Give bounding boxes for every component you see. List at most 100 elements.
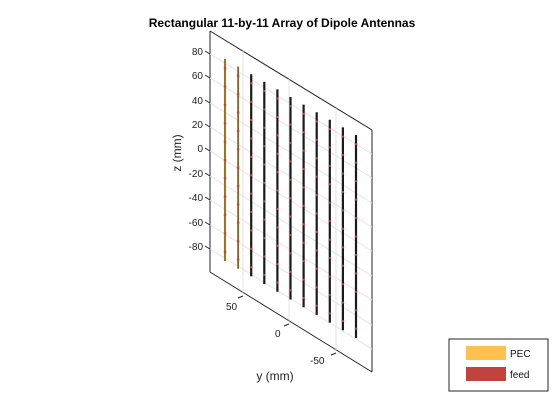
feed-point <box>223 195 227 198</box>
feed-point <box>236 203 240 206</box>
feed-point <box>250 229 253 232</box>
feed-point <box>263 237 266 240</box>
feed-point <box>263 200 266 203</box>
feed-point <box>341 154 345 157</box>
dipole-column <box>341 127 345 331</box>
feed-point <box>263 218 266 221</box>
feed-point <box>315 194 318 197</box>
feed-point <box>289 252 292 255</box>
feed-point <box>341 283 345 286</box>
dipole-column <box>315 112 318 315</box>
feed-point <box>341 320 345 323</box>
dipole-column <box>328 119 331 323</box>
feed-point <box>302 260 305 263</box>
legend-label-pec: PEC <box>510 349 531 360</box>
y-tick-marks <box>237 295 337 356</box>
feed-point <box>276 97 279 100</box>
feed-point <box>302 296 305 299</box>
legend-label-feed: feed <box>510 370 529 381</box>
feed-point <box>341 264 345 267</box>
feed-point <box>223 250 227 253</box>
feed-point <box>289 178 292 181</box>
feed-point <box>289 160 292 163</box>
y-tick-label: -50 <box>310 356 325 367</box>
feed-point <box>263 163 266 166</box>
feed-point <box>263 181 266 184</box>
feed-point <box>315 267 318 270</box>
feed-point <box>223 177 227 180</box>
feed-point <box>250 155 253 158</box>
feed-point <box>341 227 345 230</box>
feed-point <box>223 85 227 88</box>
feed-point <box>276 208 279 210</box>
feed-point <box>289 215 292 218</box>
feed-point <box>328 220 331 223</box>
feed-point <box>276 116 279 118</box>
feed-point <box>263 255 266 258</box>
z-tick-label: 40 <box>192 96 204 107</box>
feed-point <box>223 159 227 161</box>
feed-point <box>276 171 279 174</box>
feed-point <box>341 172 345 175</box>
feed-point <box>276 244 279 247</box>
feed-point <box>223 232 227 235</box>
feed-point <box>315 286 318 289</box>
feed-point <box>302 186 305 189</box>
z-tick-label: -80 <box>189 242 204 253</box>
dipole-column <box>289 97 292 300</box>
feed-point <box>223 140 227 143</box>
feed-point <box>328 275 331 278</box>
feed-point <box>354 235 358 238</box>
feed-point <box>341 246 345 249</box>
feed-point <box>236 74 240 77</box>
feed-point <box>354 217 358 220</box>
z-tick-label: 0 <box>197 144 203 155</box>
feed-point <box>263 89 266 92</box>
feed-point <box>250 247 253 250</box>
feed-point <box>289 234 292 237</box>
feed-point <box>289 289 292 292</box>
feed-point <box>263 126 266 129</box>
feed-point <box>354 253 358 256</box>
feed-point <box>289 270 292 273</box>
feed-point <box>236 166 240 169</box>
feed-point <box>315 212 318 215</box>
feed-point <box>302 112 305 115</box>
feed-point <box>341 301 345 304</box>
feed-point <box>223 122 227 125</box>
feed-point <box>328 257 331 260</box>
feed-point <box>354 272 358 275</box>
feed-point <box>328 164 331 167</box>
feed-point <box>250 100 253 103</box>
y-axis-label: y (mm) <box>256 369 293 383</box>
feed-point <box>236 240 240 243</box>
legend-swatch-pec <box>466 346 506 360</box>
feed-point <box>315 304 318 307</box>
feed-point <box>289 197 292 200</box>
feed-point <box>236 93 240 96</box>
feed-point <box>236 129 240 132</box>
feed-point <box>302 149 305 152</box>
feed-point <box>328 293 331 296</box>
feed-point <box>276 281 279 284</box>
feed-point <box>276 263 279 266</box>
feed-point <box>250 266 253 269</box>
feed-point <box>328 146 331 149</box>
feed-point <box>315 230 318 233</box>
feed-point <box>328 201 331 204</box>
z-tick-marks <box>204 50 211 250</box>
feed-point <box>236 185 240 188</box>
feed-point <box>236 221 240 224</box>
z-tick-label: 80 <box>192 47 204 58</box>
feed-point <box>223 214 227 217</box>
feed-point <box>250 211 253 214</box>
dipole-array <box>223 59 358 338</box>
feed-point <box>289 142 292 145</box>
feed-point <box>341 135 345 138</box>
z-axis-ticks: 80 60 40 20 0 -20 -40 -60 -80 <box>189 47 204 253</box>
feed-point <box>328 238 331 241</box>
feed-point <box>315 120 318 123</box>
feed-point <box>315 138 318 141</box>
feed-point <box>354 143 358 146</box>
z-tick-label: 20 <box>192 120 204 131</box>
